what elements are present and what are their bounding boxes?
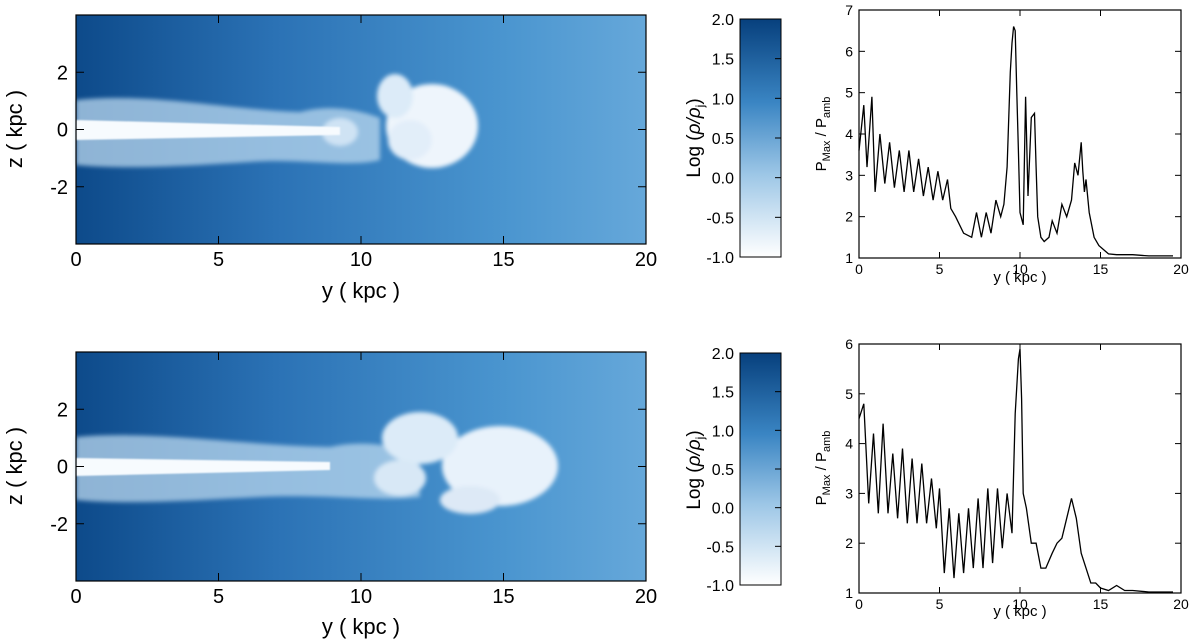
y-tick-label: -2 (50, 514, 68, 536)
colorbar-bottom (739, 352, 782, 586)
x-axis-label: y ( kpc ) (993, 269, 1046, 286)
colorbar-tick-label: 1.5 (712, 52, 734, 69)
colorbar-label: Log (ρ/ρj) (684, 430, 707, 509)
colorbar-tick-label: 0.0 (712, 171, 734, 188)
colorbar-gradient (739, 18, 782, 258)
y-tick-label: 2 (57, 399, 68, 421)
colorbar-tick-label: 1.0 (712, 423, 734, 440)
x-tick-label: 5 (936, 261, 944, 277)
x-tick-label: 15 (1093, 261, 1109, 277)
y-tick-label: 4 (845, 126, 853, 142)
y-tick-label: 0 (57, 120, 68, 142)
colorbar-top (739, 18, 782, 258)
x-tick-label: 5 (213, 586, 224, 608)
y-tick-label: 3 (845, 167, 853, 183)
x-axis-label: y ( kpc ) (322, 278, 400, 303)
x-tick-label: 10 (1012, 596, 1028, 612)
pressure-profile-line-bottom (858, 348, 1173, 593)
y-tick-label: 3 (845, 485, 853, 501)
jet-beam (76, 458, 330, 476)
colorbar-tick-label: 0.5 (712, 131, 734, 148)
y-tick-label: 5 (845, 85, 853, 101)
jet-beam (76, 120, 340, 140)
y-tick-label: 4 (845, 436, 853, 452)
x-tick-label: 0 (70, 249, 81, 271)
colorbar-tick-label: -0.5 (706, 210, 734, 227)
colorbar-tick-label: -1.0 (706, 578, 734, 595)
colorbar-tick-label: -1.0 (706, 250, 734, 267)
x-tick-label: 15 (492, 249, 514, 271)
x-tick-label: 10 (1012, 261, 1028, 277)
x-tick-label: 0 (855, 596, 863, 612)
pressure-profile-frame-top (858, 9, 1182, 259)
colorbar-tick-label: 1.0 (712, 91, 734, 108)
x-tick-label: 15 (492, 586, 514, 608)
colorbar-tick-label: 1.5 (712, 385, 734, 402)
x-tick-label: 0 (70, 586, 81, 608)
x-tick-label: 10 (350, 249, 372, 271)
pressure-profile-line-top (858, 26, 1173, 257)
density-map-bottom (75, 351, 647, 582)
colorbar-tick-label: -0.5 (706, 539, 734, 556)
x-tick-label: 20 (1173, 596, 1189, 612)
pressure-profile-frame-bottom (858, 343, 1182, 594)
colorbar-tick-label: 2.0 (712, 12, 734, 29)
y-tick-label: 6 (845, 336, 853, 352)
y-tick-label: 2 (845, 535, 853, 551)
y-tick-label: -2 (50, 177, 68, 199)
y-tick-label: 1 (845, 250, 853, 266)
x-tick-label: 20 (635, 586, 657, 608)
x-tick-label: 5 (213, 249, 224, 271)
y-tick-label: 2 (845, 209, 853, 225)
y-tick-label: 2 (57, 62, 68, 84)
x-tick-label: 10 (350, 586, 372, 608)
x-tick-label: 0 (855, 261, 863, 277)
y-tick-label: 6 (845, 43, 853, 59)
x-tick-label: 20 (1173, 261, 1189, 277)
y-axis-label: PMax / Pamb (813, 97, 833, 172)
y-tick-label: 7 (845, 2, 853, 18)
colorbar-tick-label: 0.5 (712, 462, 734, 479)
y-axis-label: z ( kpc ) (2, 427, 27, 505)
colorbar-tick-label: 0.0 (712, 501, 734, 518)
colorbar-tick-label: 2.0 (712, 346, 734, 363)
x-tick-label: 5 (936, 596, 944, 612)
y-tick-label: 0 (57, 457, 68, 479)
x-axis-label: y ( kpc ) (993, 603, 1046, 620)
x-axis-label: y ( kpc ) (322, 614, 400, 639)
density-map-top (75, 14, 647, 245)
y-axis-label: z ( kpc ) (2, 90, 27, 168)
colorbar-label: Log (ρ/ρj) (684, 98, 707, 177)
x-tick-label: 20 (635, 249, 657, 271)
jet-structure (76, 412, 558, 514)
y-tick-label: 1 (845, 585, 853, 601)
colorbar-gradient (739, 352, 782, 586)
y-tick-label: 5 (845, 386, 853, 402)
x-tick-label: 15 (1093, 596, 1109, 612)
y-axis-label: PMax / Pamb (813, 431, 833, 506)
